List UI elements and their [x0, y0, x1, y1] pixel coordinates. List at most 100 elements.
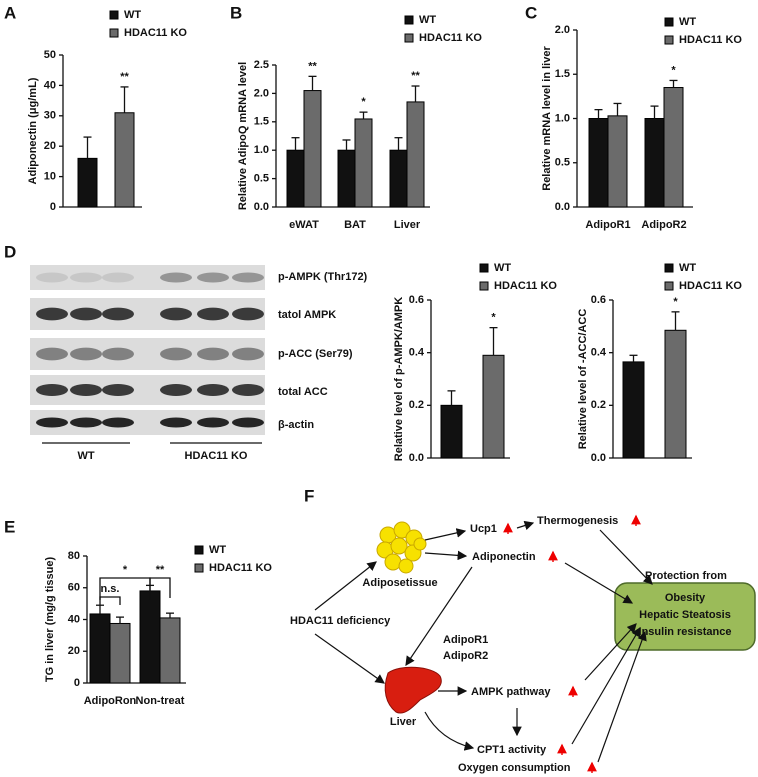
bar	[588, 118, 609, 208]
legend-label: WT	[419, 14, 436, 26]
x-tick-label: Liver	[394, 219, 421, 231]
blot-band	[36, 417, 68, 428]
diagram: Adiposetissue Ucp1 Thermogenesis Adipone…	[290, 514, 756, 774]
blot-strip	[30, 338, 265, 370]
y-tick-label: 2.5	[254, 59, 269, 71]
blot-band	[102, 384, 134, 396]
blot-band	[197, 307, 229, 321]
error-bar	[166, 612, 174, 618]
y-tick-label: 0	[74, 677, 80, 689]
bar	[440, 404, 463, 459]
y-tick-label: 1.0	[254, 144, 269, 156]
legend-swatch	[479, 263, 489, 273]
bar	[286, 149, 305, 208]
error-bar	[359, 111, 368, 119]
comparison-bracket	[149, 577, 171, 598]
y-tick-label: 0.2	[591, 399, 606, 411]
y-tick-label: 0.0	[254, 201, 269, 213]
x-tick-label: eWAT	[289, 219, 319, 231]
error-bar	[120, 86, 129, 113]
node-label: Adiposetissue	[362, 577, 437, 589]
y-tick-label: 2.0	[254, 87, 269, 99]
node-label: CPT1 activity	[477, 744, 547, 756]
significance: *	[491, 312, 496, 324]
error-bar	[671, 311, 680, 331]
y-tick-label: 1.5	[254, 116, 269, 128]
y-tick-label: 0.0	[591, 452, 606, 464]
x-tick-label: Non-treat	[136, 695, 185, 707]
error-bar	[447, 390, 456, 406]
legend-swatch	[404, 33, 414, 43]
y-tick-label: 0.5	[254, 173, 269, 185]
bar	[664, 329, 687, 459]
increase-arrows	[503, 514, 641, 773]
panel-label: D	[4, 242, 16, 261]
node-label: AdipoR2	[443, 650, 488, 662]
y-tick-label: 1.0	[555, 112, 570, 124]
bar	[389, 149, 408, 208]
x-tick-label: AdipoRon	[84, 695, 137, 707]
y-tick-label: 10	[44, 171, 56, 183]
error-bar	[613, 102, 622, 116]
significance: **	[120, 71, 129, 83]
significance: *	[671, 64, 676, 76]
blot-band	[160, 417, 192, 428]
panel-label: F	[304, 486, 314, 505]
error-bar	[394, 137, 403, 151]
y-axis-label: Relative level of p-AMPK/AMPK	[393, 297, 405, 461]
blot-band	[197, 347, 229, 361]
legend-label: HDAC11 KO	[124, 27, 187, 39]
bar	[139, 590, 161, 684]
error-bar	[342, 139, 351, 151]
blot-band	[197, 384, 229, 396]
blot-band	[70, 307, 102, 321]
y-tick-label: 0.2	[409, 399, 424, 411]
panel-label: A	[4, 3, 16, 22]
legend-label: WT	[679, 262, 696, 274]
y-tick-label: 2.0	[555, 24, 570, 36]
y-tick-label: 40	[44, 79, 56, 91]
outcome-label: Insulin resistance	[639, 626, 732, 638]
bar	[622, 361, 645, 459]
bar	[114, 112, 135, 208]
legend-swatch	[109, 10, 119, 20]
y-axis-label: Adiponectin (μg/mL)	[27, 77, 39, 184]
y-axis-label: Relative AdipoQ mRNA level	[237, 62, 249, 210]
blot-label: β-actin	[278, 419, 314, 431]
y-tick-label: 0.6	[591, 294, 606, 306]
y-tick-label: 40	[68, 613, 80, 625]
x-tick-label: AdipoR1	[585, 219, 630, 231]
blot-band	[102, 272, 134, 283]
y-tick-label: 30	[44, 110, 56, 122]
node-label: AMPK pathway	[471, 686, 551, 698]
blot-label: p-ACC (Ser79)	[278, 348, 353, 360]
outcome-box	[614, 582, 756, 651]
bar	[77, 157, 98, 208]
blot-band	[36, 272, 68, 283]
bar	[663, 87, 684, 208]
error-bar	[669, 79, 678, 88]
x-tick-label: AdipoR2	[641, 219, 686, 231]
blot-band	[36, 347, 68, 361]
blot-label: total ACC	[278, 386, 328, 398]
error-bar	[411, 85, 420, 102]
bar	[644, 118, 665, 208]
node-label: Thermogenesis	[537, 515, 618, 527]
legend-swatch	[404, 15, 414, 25]
blot-strip	[30, 265, 265, 290]
legend-swatch	[664, 281, 674, 291]
y-tick-label: 0.6	[409, 294, 424, 306]
blot-band	[232, 417, 264, 428]
error-bar	[116, 616, 124, 624]
node-label: Adiponectin	[472, 551, 536, 563]
bar	[109, 622, 131, 684]
blot-band	[102, 417, 134, 428]
comparison-label: **	[156, 564, 165, 576]
y-tick-label: 50	[44, 49, 56, 61]
blot-band	[160, 384, 192, 396]
legend-swatch	[194, 545, 204, 555]
blot-label: p-AMPK (Thr172)	[278, 271, 368, 283]
panel-label: E	[4, 517, 15, 536]
blot-band	[232, 384, 264, 396]
liver-icon	[384, 666, 442, 714]
